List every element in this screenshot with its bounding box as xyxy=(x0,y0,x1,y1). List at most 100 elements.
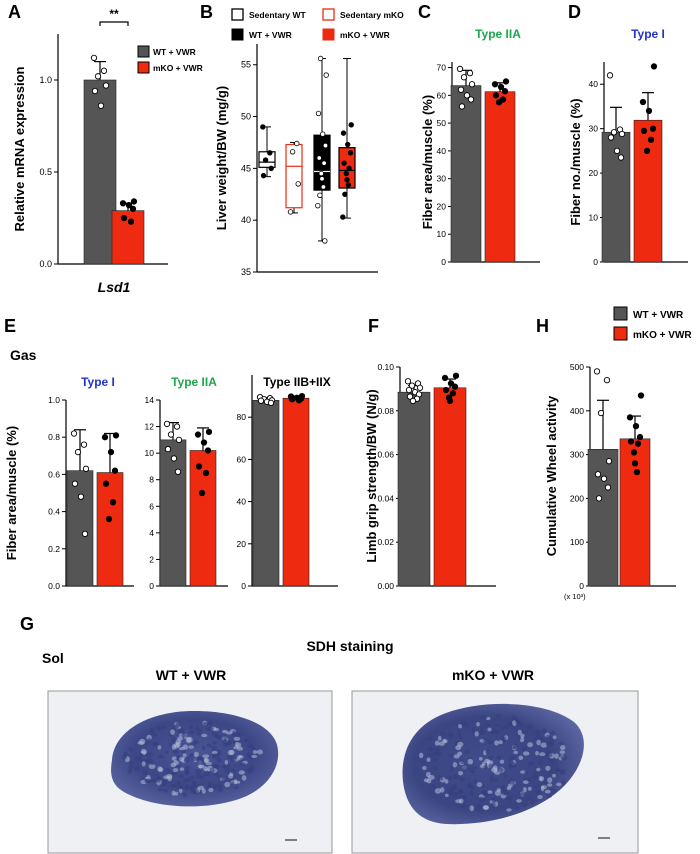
fiber xyxy=(433,750,440,755)
y-tick-label: 40 xyxy=(241,215,251,225)
data-point xyxy=(468,81,476,88)
data-point xyxy=(289,149,296,155)
data-point xyxy=(340,130,347,136)
fiber xyxy=(535,750,539,756)
fiber xyxy=(477,803,483,809)
fiber xyxy=(434,788,442,794)
fiber xyxy=(207,721,213,726)
data-point xyxy=(600,475,608,482)
fiber xyxy=(202,722,209,727)
y-tick-label: 60 xyxy=(437,90,447,100)
fiber xyxy=(243,738,249,743)
fiber xyxy=(184,770,190,776)
legend-a-label-wt: WT + VWR xyxy=(153,47,196,57)
fiber xyxy=(233,736,241,741)
fiber xyxy=(447,754,454,758)
fiber xyxy=(175,739,182,745)
bar-c-mko xyxy=(484,91,516,263)
fiber xyxy=(453,791,459,798)
fiber xyxy=(467,758,473,765)
image-title-wt: WT + VWR xyxy=(156,667,226,683)
fiber xyxy=(212,763,219,770)
y-tick-label: 20 xyxy=(237,539,247,549)
fiber xyxy=(487,727,492,732)
fiber xyxy=(491,797,497,804)
y-axis-label-c: Fiber area/muscle (%) xyxy=(420,95,435,229)
legend-b-label-sed-mko: Sedentary mKO xyxy=(340,10,404,20)
chart-title-e3: Type IIB+IIX xyxy=(263,375,330,389)
fiber xyxy=(538,759,543,765)
fiber xyxy=(194,789,199,795)
data-point xyxy=(613,147,621,155)
panel-label-a: A xyxy=(8,2,21,22)
fiber xyxy=(496,755,503,760)
fiber xyxy=(172,750,179,754)
y-tick-label: 10 xyxy=(437,229,447,239)
data-point xyxy=(636,433,644,441)
chart-title-e2: Type IIA xyxy=(171,375,217,389)
fiber xyxy=(506,722,513,726)
data-point xyxy=(318,170,324,177)
fiber xyxy=(223,766,230,773)
fiber xyxy=(558,741,565,746)
fiber xyxy=(171,737,177,743)
fiber xyxy=(556,782,562,787)
data-point xyxy=(446,397,454,405)
y-tick-label: 0.0 xyxy=(48,581,60,591)
fiber xyxy=(549,758,554,763)
data-point xyxy=(346,165,352,172)
data-point xyxy=(195,463,203,470)
fiber xyxy=(481,715,488,720)
fiber xyxy=(202,754,210,758)
bar-e1-mko xyxy=(96,472,124,587)
data-point xyxy=(610,129,618,136)
data-point xyxy=(319,176,325,182)
bar-e3-wt xyxy=(252,400,280,587)
data-point xyxy=(497,83,505,91)
bar-d-mko xyxy=(633,119,663,263)
fiber xyxy=(208,787,214,793)
fiber xyxy=(250,765,255,771)
box-sedentary-mko xyxy=(285,143,303,209)
fiber xyxy=(518,755,524,760)
fiber xyxy=(545,765,551,771)
fiber xyxy=(422,765,427,771)
fiber xyxy=(428,775,435,780)
legend-h-label-mko: mKO + VWR xyxy=(633,330,692,341)
data-point xyxy=(321,160,327,166)
bar-h-wt xyxy=(587,449,619,587)
bar-e2-wt xyxy=(159,439,187,587)
fiber xyxy=(560,754,568,761)
fiber xyxy=(469,805,475,812)
y-tick-label: 100 xyxy=(570,537,584,547)
fiber xyxy=(429,784,436,789)
data-point xyxy=(441,374,449,382)
data-point xyxy=(416,384,424,391)
legend-h-label-wt: WT + VWR xyxy=(633,310,684,321)
fiber xyxy=(177,785,183,790)
fiber xyxy=(212,741,217,745)
fiber xyxy=(470,784,475,790)
data-point xyxy=(97,102,105,109)
fiber xyxy=(500,785,506,791)
bar-a-mko xyxy=(111,210,145,265)
data-point xyxy=(127,218,135,225)
y-tick-label: 45 xyxy=(241,163,251,173)
data-point xyxy=(618,130,626,138)
fiber xyxy=(458,788,464,794)
fiber xyxy=(438,741,445,746)
fiber xyxy=(135,756,142,762)
fiber xyxy=(182,753,187,758)
fiber xyxy=(447,733,454,739)
fiber xyxy=(188,745,195,749)
fiber xyxy=(157,745,162,750)
fiber xyxy=(212,727,220,732)
fiber xyxy=(437,735,442,741)
data-point xyxy=(102,480,110,487)
y-tick-label: 8 xyxy=(149,475,154,485)
fiber xyxy=(232,786,240,790)
fiber xyxy=(541,728,548,734)
data-point xyxy=(322,238,328,244)
fiber xyxy=(176,780,181,786)
